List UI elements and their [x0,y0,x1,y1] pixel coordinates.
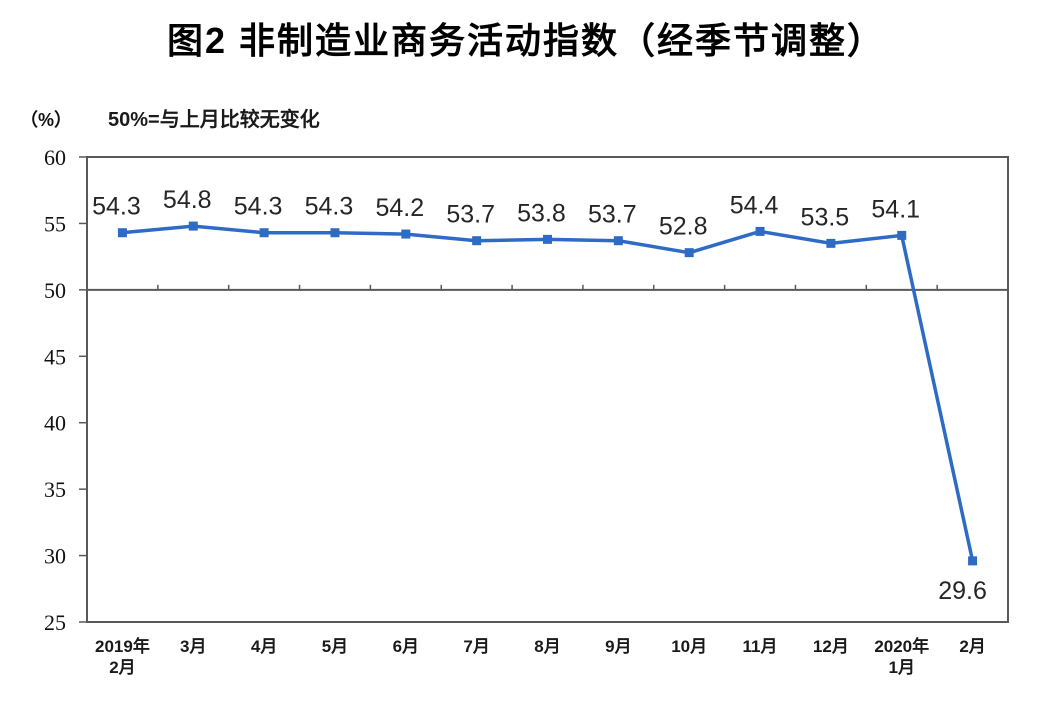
y-axis-label: 50 [44,278,66,303]
data-point-marker [613,236,623,246]
x-axis-label: 2020年 [874,636,929,656]
data-point-marker [472,236,482,246]
data-label: 53.8 [517,199,566,227]
x-axis-label: 2月 [959,637,985,656]
y-axis-label: 30 [44,544,66,569]
x-axis-label: 8月 [534,637,560,656]
data-label: 54.1 [871,195,920,223]
data-point-marker [188,221,198,231]
data-label: 54.3 [234,193,283,221]
data-point-marker [897,230,907,240]
data-label: 54.4 [730,191,779,219]
y-axis-label: 55 [44,211,66,236]
data-point-marker [968,556,978,566]
y-axis-label: 45 [44,344,66,369]
data-point-marker [330,228,340,238]
y-axis-label: 35 [44,477,66,502]
x-axis-label: 9月 [605,637,631,656]
data-point-marker [543,234,552,244]
data-point-marker [117,228,127,238]
data-point-marker [259,228,269,238]
y-axis-label: 60 [44,145,66,170]
x-axis-label: 12月 [813,637,849,656]
data-label: 53.7 [588,201,637,229]
y-axis-unit-label: （%） [20,110,73,130]
data-point-marker [401,229,411,239]
x-axis-label: 7月 [463,637,489,656]
data-point-marker [684,248,694,258]
data-label: 52.8 [659,213,708,241]
data-label: 54.3 [305,193,354,221]
plot-frame [86,156,1009,623]
x-axis-label: 2019年 [95,636,150,656]
x-axis-label: 4月 [251,637,277,656]
chart-title: 图2 非制造业商务活动指数（经季节调整） [166,20,886,61]
y-axis-label: 25 [44,610,66,635]
x-axis-label: 10月 [671,637,707,656]
x-axis-label: 6月 [393,637,419,656]
x-axis-label: 2月 [109,658,135,677]
data-label: 54.3 [92,193,141,221]
x-axis-label: 11月 [743,637,778,656]
x-axis-label: 5月 [322,637,348,656]
x-axis-label: 1月 [888,658,914,677]
data-label: 53.5 [801,203,850,231]
data-label: 54.8 [163,186,212,214]
data-label: 53.7 [446,201,495,229]
data-point-marker [826,238,836,248]
data-point-marker [755,226,765,236]
reference-note-label: 50%=与上月比较无变化 [108,109,320,131]
data-label: 54.2 [375,194,424,222]
data-label: 29.6 [938,577,987,605]
x-axis-label: 3月 [180,637,206,656]
series-line [122,224,975,562]
y-axis-label: 40 [44,411,66,436]
